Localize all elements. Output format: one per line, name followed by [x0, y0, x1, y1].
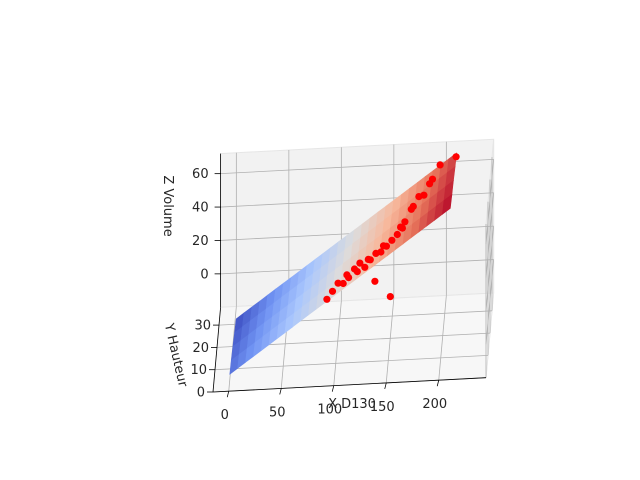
z-tick-label: 40: [192, 201, 209, 216]
data-point: [388, 236, 396, 244]
x-tick-label: 200: [422, 397, 447, 412]
data-point: [398, 224, 406, 232]
tick-mark: [436, 380, 440, 387]
axis-edges: [207, 153, 487, 398]
z-tick-label: 60: [192, 167, 209, 182]
data-point: [382, 242, 390, 250]
gridline: [485, 192, 494, 278]
y-axis-line: [212, 307, 221, 393]
surface-patch: [442, 193, 453, 215]
x-tick-label: 50: [269, 405, 286, 420]
data-point: [371, 277, 379, 285]
y-axis-label: Y Hauteur: [161, 321, 191, 389]
data-point: [328, 287, 337, 295]
x-tick-label: 100: [317, 403, 342, 418]
data-point: [452, 153, 460, 161]
x-tick-labels: 0 50 100 150 200: [221, 397, 448, 423]
tick-mark: [226, 391, 230, 398]
data-point: [436, 161, 444, 169]
tick-mark: [331, 385, 335, 392]
x-axis-label: X D130: [328, 397, 376, 412]
y-tick-label: 30: [194, 319, 211, 334]
data-point: [366, 256, 374, 264]
data-point: [323, 295, 331, 303]
tick-mark: [384, 382, 387, 390]
data-points: [323, 153, 460, 303]
z-tick-labels: 0 20 40 60: [192, 167, 209, 282]
data-point: [386, 293, 394, 301]
gridline: [485, 159, 494, 245]
data-point: [420, 191, 428, 199]
data-point: [428, 175, 437, 183]
data-point: [339, 279, 347, 288]
x-tick-label: 0: [221, 408, 229, 423]
z-tick-label: 0: [200, 267, 208, 282]
gridline: [333, 300, 342, 386]
data-point: [353, 268, 361, 276]
data-point: [393, 230, 401, 239]
gridline: [214, 355, 489, 371]
y-tick-label: 10: [190, 363, 207, 378]
gridline: [485, 226, 494, 311]
z-tick-label: 20: [192, 234, 209, 249]
data-point: [334, 279, 342, 287]
y-tick-label: 0: [197, 386, 205, 401]
data-point: [377, 248, 385, 256]
data-point: [401, 218, 409, 226]
y-tick-label: 20: [192, 341, 209, 356]
tick-mark: [279, 388, 282, 395]
data-point: [361, 263, 369, 271]
gridline: [438, 295, 447, 381]
y-tick-labels: 0 10 20 30: [190, 319, 211, 401]
x-axis-line: [212, 377, 487, 393]
gridline: [385, 298, 395, 383]
data-point: [356, 259, 364, 267]
z-axis-label: Z Volume: [160, 175, 175, 236]
gridline: [485, 259, 494, 345]
data-point: [409, 202, 417, 210]
data-point: [345, 274, 353, 282]
x-tick-label: 150: [370, 400, 395, 415]
